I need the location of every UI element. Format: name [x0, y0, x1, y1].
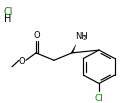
- Text: Cl: Cl: [4, 7, 14, 17]
- Text: Cl: Cl: [94, 94, 103, 103]
- Text: NH: NH: [75, 32, 88, 41]
- Polygon shape: [71, 44, 76, 53]
- Text: H: H: [4, 14, 11, 24]
- Text: 2: 2: [82, 36, 86, 41]
- Text: O: O: [34, 31, 40, 40]
- Text: O: O: [19, 57, 25, 66]
